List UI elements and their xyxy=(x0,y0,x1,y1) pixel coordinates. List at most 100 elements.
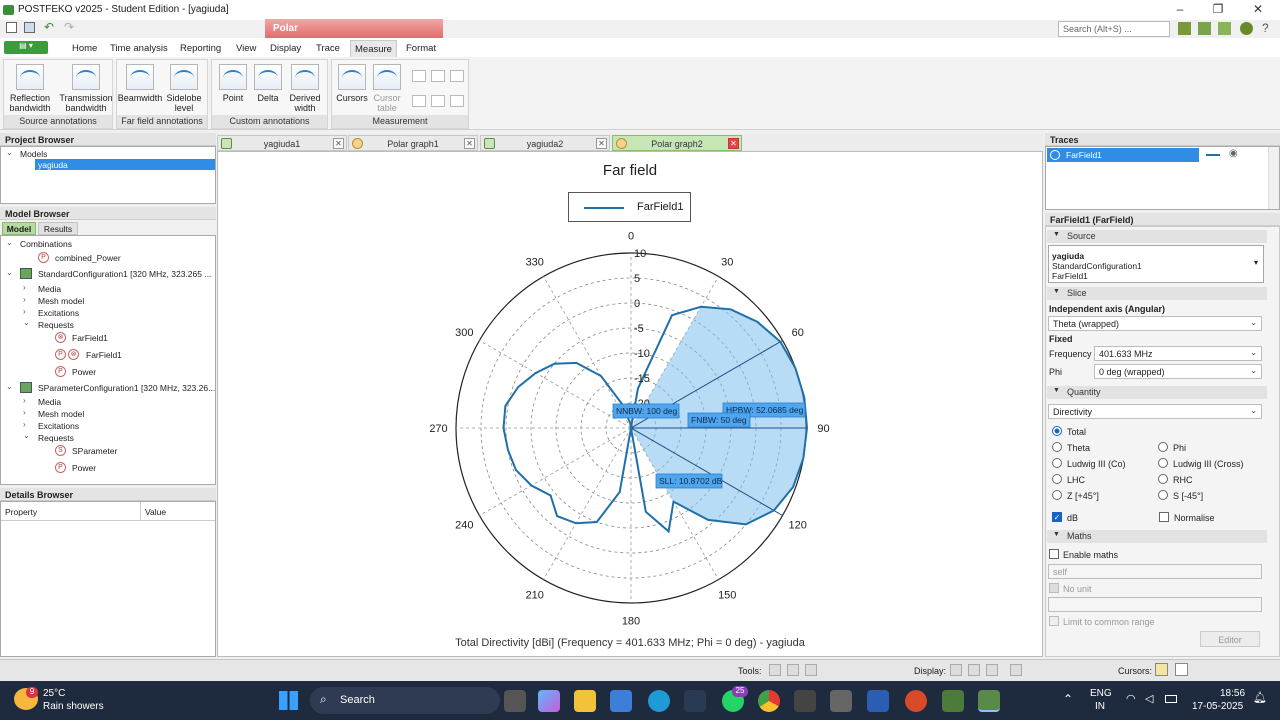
new-icon[interactable] xyxy=(6,22,17,33)
transmission-bandwidth-button[interactable]: Transmission bandwidth xyxy=(58,64,114,113)
tree-model-yagiuda[interactable]: yagiuda xyxy=(38,160,68,170)
no-unit-checkbox[interactable] xyxy=(1049,583,1059,593)
limit-range-checkbox[interactable] xyxy=(1049,616,1059,626)
close-icon[interactable]: ✕ xyxy=(1252,2,1264,16)
expand-icon[interactable]: ⌄ xyxy=(6,268,13,277)
display-icon[interactable] xyxy=(986,664,998,676)
chevron-right-icon[interactable]: › xyxy=(23,396,26,405)
taskbar-search[interactable]: ⌕ Search xyxy=(310,687,500,714)
postfeko-icon[interactable] xyxy=(978,690,1000,712)
tree-mesh-model[interactable]: Mesh model xyxy=(38,296,85,306)
slice-section[interactable]: Slice xyxy=(1047,287,1267,300)
feko-icon[interactable] xyxy=(942,690,964,712)
beamwidth-button[interactable]: Beamwidth xyxy=(117,64,163,103)
scrollbar[interactable] xyxy=(1268,147,1279,209)
menu-home[interactable]: Home xyxy=(72,43,98,54)
menu-display[interactable]: Display xyxy=(270,43,302,54)
tab-model[interactable]: Model xyxy=(2,222,36,235)
menu-view[interactable]: View xyxy=(236,43,257,54)
edge-icon[interactable] xyxy=(648,690,670,712)
tab-yagiuda2[interactable]: yagiuda2 ✕ xyxy=(480,135,610,151)
maths-section[interactable]: Maths xyxy=(1047,530,1267,543)
grid-icon[interactable] xyxy=(1178,22,1191,35)
chart-legend[interactable]: FarField1 xyxy=(568,192,691,222)
clock-time[interactable]: 18:56 xyxy=(1220,688,1246,699)
tree-combined-power[interactable]: combined_Power xyxy=(55,253,121,263)
menu-time-analysis[interactable]: Time analysis xyxy=(110,43,168,54)
tree-farfield[interactable]: FarField1 xyxy=(86,350,122,360)
tree-power[interactable]: Power xyxy=(72,463,97,473)
store-icon[interactable] xyxy=(610,690,632,712)
file-menu-button[interactable]: ▤ ▾ xyxy=(4,41,48,54)
tree-standard-configuration[interactable]: StandardConfiguration1 [320 MHz, 323.265… xyxy=(38,269,212,279)
tree-combinations[interactable]: Combinations xyxy=(20,239,72,249)
tree-media[interactable]: Media xyxy=(38,397,62,407)
chevron-right-icon[interactable]: › xyxy=(23,283,26,292)
tree-excitations[interactable]: Excitations xyxy=(38,421,80,431)
chevron-up-icon[interactable]: ⌃ xyxy=(1063,692,1074,706)
cursors-button[interactable]: Cursors xyxy=(329,64,375,103)
cursor-mode-icon[interactable] xyxy=(450,95,464,107)
windows-start-icon[interactable] xyxy=(279,691,298,710)
tree-power[interactable]: Power xyxy=(72,367,97,377)
menu-trace[interactable]: Trace xyxy=(316,43,340,54)
cursor-mode-icon[interactable] xyxy=(431,95,445,107)
undo-icon[interactable]: ↶ xyxy=(44,20,55,34)
app-icon[interactable] xyxy=(830,690,852,712)
tool-icon[interactable] xyxy=(769,664,781,676)
file-explorer-icon[interactable] xyxy=(574,690,596,712)
expand-icon[interactable]: ⌄ xyxy=(6,238,13,247)
display-icon[interactable] xyxy=(1010,664,1022,676)
chevron-right-icon[interactable]: › xyxy=(23,295,26,304)
restore-icon[interactable]: ❐ xyxy=(1212,2,1224,16)
tree-farfield[interactable]: FarField1 xyxy=(72,333,108,343)
editor-button[interactable]: Editor xyxy=(1200,631,1260,647)
independent-axis-select[interactable]: Theta (wrapped) ⌄ xyxy=(1048,316,1262,331)
expand-icon[interactable]: ⌄ xyxy=(6,382,13,391)
radio-ludwig-co[interactable] xyxy=(1052,458,1062,468)
notification-icon[interactable]: 🔔︎ xyxy=(1253,692,1267,704)
search-input[interactable]: Search (Alt+S) ... xyxy=(1058,21,1170,37)
app-icon[interactable] xyxy=(684,690,706,712)
task-view-icon[interactable] xyxy=(504,690,526,712)
app-icon[interactable] xyxy=(794,690,816,712)
delta-button[interactable]: Delta xyxy=(245,64,291,103)
tree-sparameter-configuration[interactable]: SParameterConfiguration1 [320 MHz, 323.2… xyxy=(38,383,216,393)
cursor-table-icon[interactable] xyxy=(1175,663,1188,676)
menu-format[interactable]: Format xyxy=(406,43,437,54)
maths-expression-input[interactable]: self xyxy=(1048,564,1262,579)
close-tab-icon[interactable]: ✕ xyxy=(596,138,607,149)
word-icon[interactable] xyxy=(867,690,889,712)
db-checkbox[interactable]: ✓ xyxy=(1052,512,1062,522)
tree-mesh-model[interactable]: Mesh model xyxy=(38,409,85,419)
source-field[interactable]: yagiuda StandardConfiguration1 FarField1… xyxy=(1048,245,1264,283)
radio-z45[interactable] xyxy=(1052,490,1062,500)
radio-ludwig-cross[interactable] xyxy=(1158,458,1168,468)
unit-input[interactable] xyxy=(1048,597,1262,612)
menu-reporting[interactable]: Reporting xyxy=(180,43,222,54)
cursor-mode-icon[interactable] xyxy=(431,70,445,82)
radio-theta[interactable] xyxy=(1052,442,1062,452)
chevron-right-icon[interactable]: › xyxy=(23,307,26,316)
cursor-mode-icon[interactable] xyxy=(412,70,426,82)
derived-width-button[interactable]: Derived width xyxy=(282,64,328,113)
cursor-mode-icon[interactable] xyxy=(450,70,464,82)
radio-total[interactable] xyxy=(1052,426,1062,436)
window-icon[interactable] xyxy=(1218,22,1231,35)
eye-icon[interactable]: ◉ xyxy=(1229,148,1238,159)
radio-lhc[interactable] xyxy=(1052,474,1062,484)
quantity-select[interactable]: Directivity ⌄ xyxy=(1048,404,1262,419)
tab-polar-graph1[interactable]: Polar graph1 ✕ xyxy=(348,135,478,151)
tool-icon[interactable] xyxy=(787,664,799,676)
enable-maths-checkbox[interactable] xyxy=(1049,549,1059,559)
trace-item-selected[interactable] xyxy=(1047,148,1199,162)
polar-chart[interactable]: 0 30 60 90 120 150 180 210 240 270 300 330 10 5 0 -5 -10… xyxy=(218,152,1044,658)
col-value[interactable]: Value xyxy=(141,502,215,521)
close-tab-icon[interactable]: ✕ xyxy=(464,138,475,149)
quantity-section[interactable]: Quantity xyxy=(1047,386,1267,399)
battery-icon[interactable] xyxy=(1165,695,1177,703)
normalise-checkbox[interactable] xyxy=(1159,512,1169,522)
tree-excitations[interactable]: Excitations xyxy=(38,308,80,318)
point-button[interactable]: Point xyxy=(210,64,256,103)
expand-icon[interactable]: ⌄ xyxy=(23,318,30,327)
